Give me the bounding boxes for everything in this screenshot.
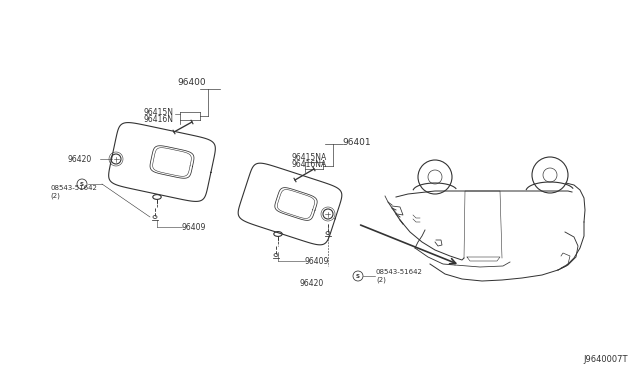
Text: J9640007T: J9640007T (584, 355, 628, 364)
Text: S: S (356, 273, 360, 279)
Text: 96416NA: 96416NA (292, 160, 327, 169)
Text: 96409: 96409 (305, 257, 330, 266)
Text: 96400: 96400 (178, 77, 206, 87)
Text: 96416N: 96416N (144, 115, 174, 124)
Text: 08543-51642
(2): 08543-51642 (2) (376, 269, 423, 283)
Text: 96420: 96420 (67, 154, 92, 164)
Text: 96415N: 96415N (144, 108, 174, 116)
Text: 08543-51642
(2): 08543-51642 (2) (50, 185, 97, 199)
Text: S: S (80, 182, 84, 186)
Text: 96415NA: 96415NA (292, 153, 327, 161)
Text: 96420: 96420 (300, 279, 324, 289)
Text: 96409: 96409 (182, 222, 206, 231)
Text: 96401: 96401 (342, 138, 371, 147)
